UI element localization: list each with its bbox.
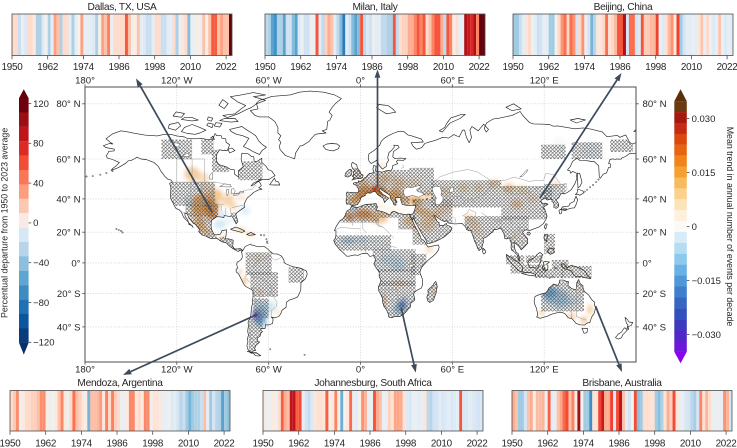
svg-text:Milan, Italy: Milan, Italy (352, 2, 398, 13)
svg-text:60° E: 60° E (441, 365, 465, 376)
svg-text:2010: 2010 (681, 62, 703, 73)
svg-text:120° E: 120° E (530, 75, 559, 86)
svg-text:1974: 1974 (574, 62, 596, 73)
svg-text:−40: −40 (33, 258, 49, 269)
svg-text:40° N: 40° N (643, 194, 667, 205)
svg-text:20° S: 20° S (643, 289, 667, 300)
svg-text:40° N: 40° N (56, 194, 80, 205)
svg-text:1998: 1998 (645, 62, 667, 73)
svg-text:Beijing, China: Beijing, China (594, 2, 653, 13)
svg-text:1974: 1974 (324, 438, 346, 448)
svg-text:1962: 1962 (290, 62, 311, 73)
svg-text:2022: 2022 (717, 62, 737, 73)
svg-text:80° N: 80° N (56, 99, 80, 110)
svg-text:20° N: 20° N (56, 228, 80, 239)
svg-text:1998: 1998 (142, 438, 164, 448)
svg-text:Percentual departure from 1950: Percentual departure from 1950 to 2023 a… (0, 128, 10, 318)
svg-text:2022: 2022 (214, 438, 235, 448)
svg-text:20° S: 20° S (57, 289, 81, 300)
svg-text:Dallas, TX, USA: Dallas, TX, USA (88, 2, 157, 13)
svg-text:0°: 0° (356, 365, 365, 376)
svg-text:−0.015: −0.015 (692, 276, 721, 287)
svg-text:Mendoza, Argentina: Mendoza, Argentina (77, 378, 163, 389)
svg-text:1998: 1998 (395, 438, 417, 448)
svg-text:1998: 1998 (644, 438, 666, 448)
svg-text:2010: 2010 (178, 438, 200, 448)
svg-text:1950: 1950 (0, 438, 21, 448)
svg-text:180°: 180° (75, 365, 95, 376)
svg-text:1986: 1986 (109, 62, 131, 73)
svg-text:1962: 1962 (537, 438, 558, 448)
svg-text:1962: 1962 (35, 438, 56, 448)
svg-text:2010: 2010 (431, 438, 453, 448)
svg-text:40° S: 40° S (643, 322, 667, 333)
svg-text:−0.030: −0.030 (692, 330, 721, 341)
svg-text:120: 120 (33, 99, 49, 110)
svg-text:1974: 1974 (326, 62, 348, 73)
svg-text:1998: 1998 (397, 62, 419, 73)
svg-text:120° W: 120° W (161, 75, 194, 86)
svg-text:1950: 1950 (2, 62, 24, 73)
svg-text:1962: 1962 (538, 62, 559, 73)
svg-text:1974: 1974 (73, 62, 95, 73)
svg-text:−80: −80 (33, 298, 49, 309)
svg-text:1998: 1998 (144, 62, 166, 73)
svg-text:40° S: 40° S (57, 322, 81, 333)
svg-text:1986: 1986 (362, 62, 384, 73)
svg-text:120° E: 120° E (530, 365, 559, 376)
svg-text:40: 40 (33, 178, 44, 189)
svg-text:180°: 180° (75, 75, 95, 86)
svg-text:2010: 2010 (433, 62, 455, 73)
svg-text:0.015: 0.015 (692, 168, 716, 179)
svg-text:60° W: 60° W (256, 365, 283, 376)
svg-text:Johannesburg, South Africa: Johannesburg, South Africa (314, 378, 432, 389)
svg-text:1950: 1950 (255, 62, 277, 73)
svg-text:2022: 2022 (716, 438, 737, 448)
svg-text:0°: 0° (643, 258, 652, 269)
svg-text:80° N: 80° N (643, 99, 667, 110)
svg-text:1974: 1974 (573, 438, 595, 448)
svg-text:2022: 2022 (469, 62, 490, 73)
svg-text:0: 0 (692, 222, 697, 233)
svg-text:1974: 1974 (71, 438, 93, 448)
svg-text:1962: 1962 (288, 438, 309, 448)
svg-text:Mean trend in annual number of: Mean trend in annual number of events pe… (725, 127, 735, 327)
svg-text:60° E: 60° E (441, 75, 465, 86)
svg-text:1950: 1950 (502, 438, 524, 448)
svg-text:1986: 1986 (609, 438, 631, 448)
svg-text:−120: −120 (33, 338, 54, 349)
svg-text:0°: 0° (71, 258, 80, 269)
svg-text:2010: 2010 (680, 438, 702, 448)
svg-text:1986: 1986 (360, 438, 382, 448)
svg-text:60° N: 60° N (643, 154, 667, 165)
svg-text:1962: 1962 (37, 62, 58, 73)
svg-text:1950: 1950 (253, 438, 275, 448)
svg-text:2010: 2010 (180, 62, 202, 73)
svg-text:0.030: 0.030 (692, 114, 716, 125)
svg-text:2022: 2022 (216, 62, 237, 73)
svg-text:20° N: 20° N (643, 228, 667, 239)
svg-text:120° W: 120° W (161, 365, 194, 376)
svg-text:1986: 1986 (610, 62, 632, 73)
svg-text:0°: 0° (356, 75, 365, 86)
svg-text:60° N: 60° N (56, 154, 80, 165)
svg-text:1950: 1950 (503, 62, 525, 73)
svg-text:80: 80 (33, 139, 44, 150)
svg-text:60° W: 60° W (256, 75, 283, 86)
svg-text:2022: 2022 (467, 438, 488, 448)
svg-text:0: 0 (33, 218, 38, 229)
svg-text:Brisbane, Australia: Brisbane, Australia (582, 378, 662, 389)
svg-text:1986: 1986 (107, 438, 129, 448)
